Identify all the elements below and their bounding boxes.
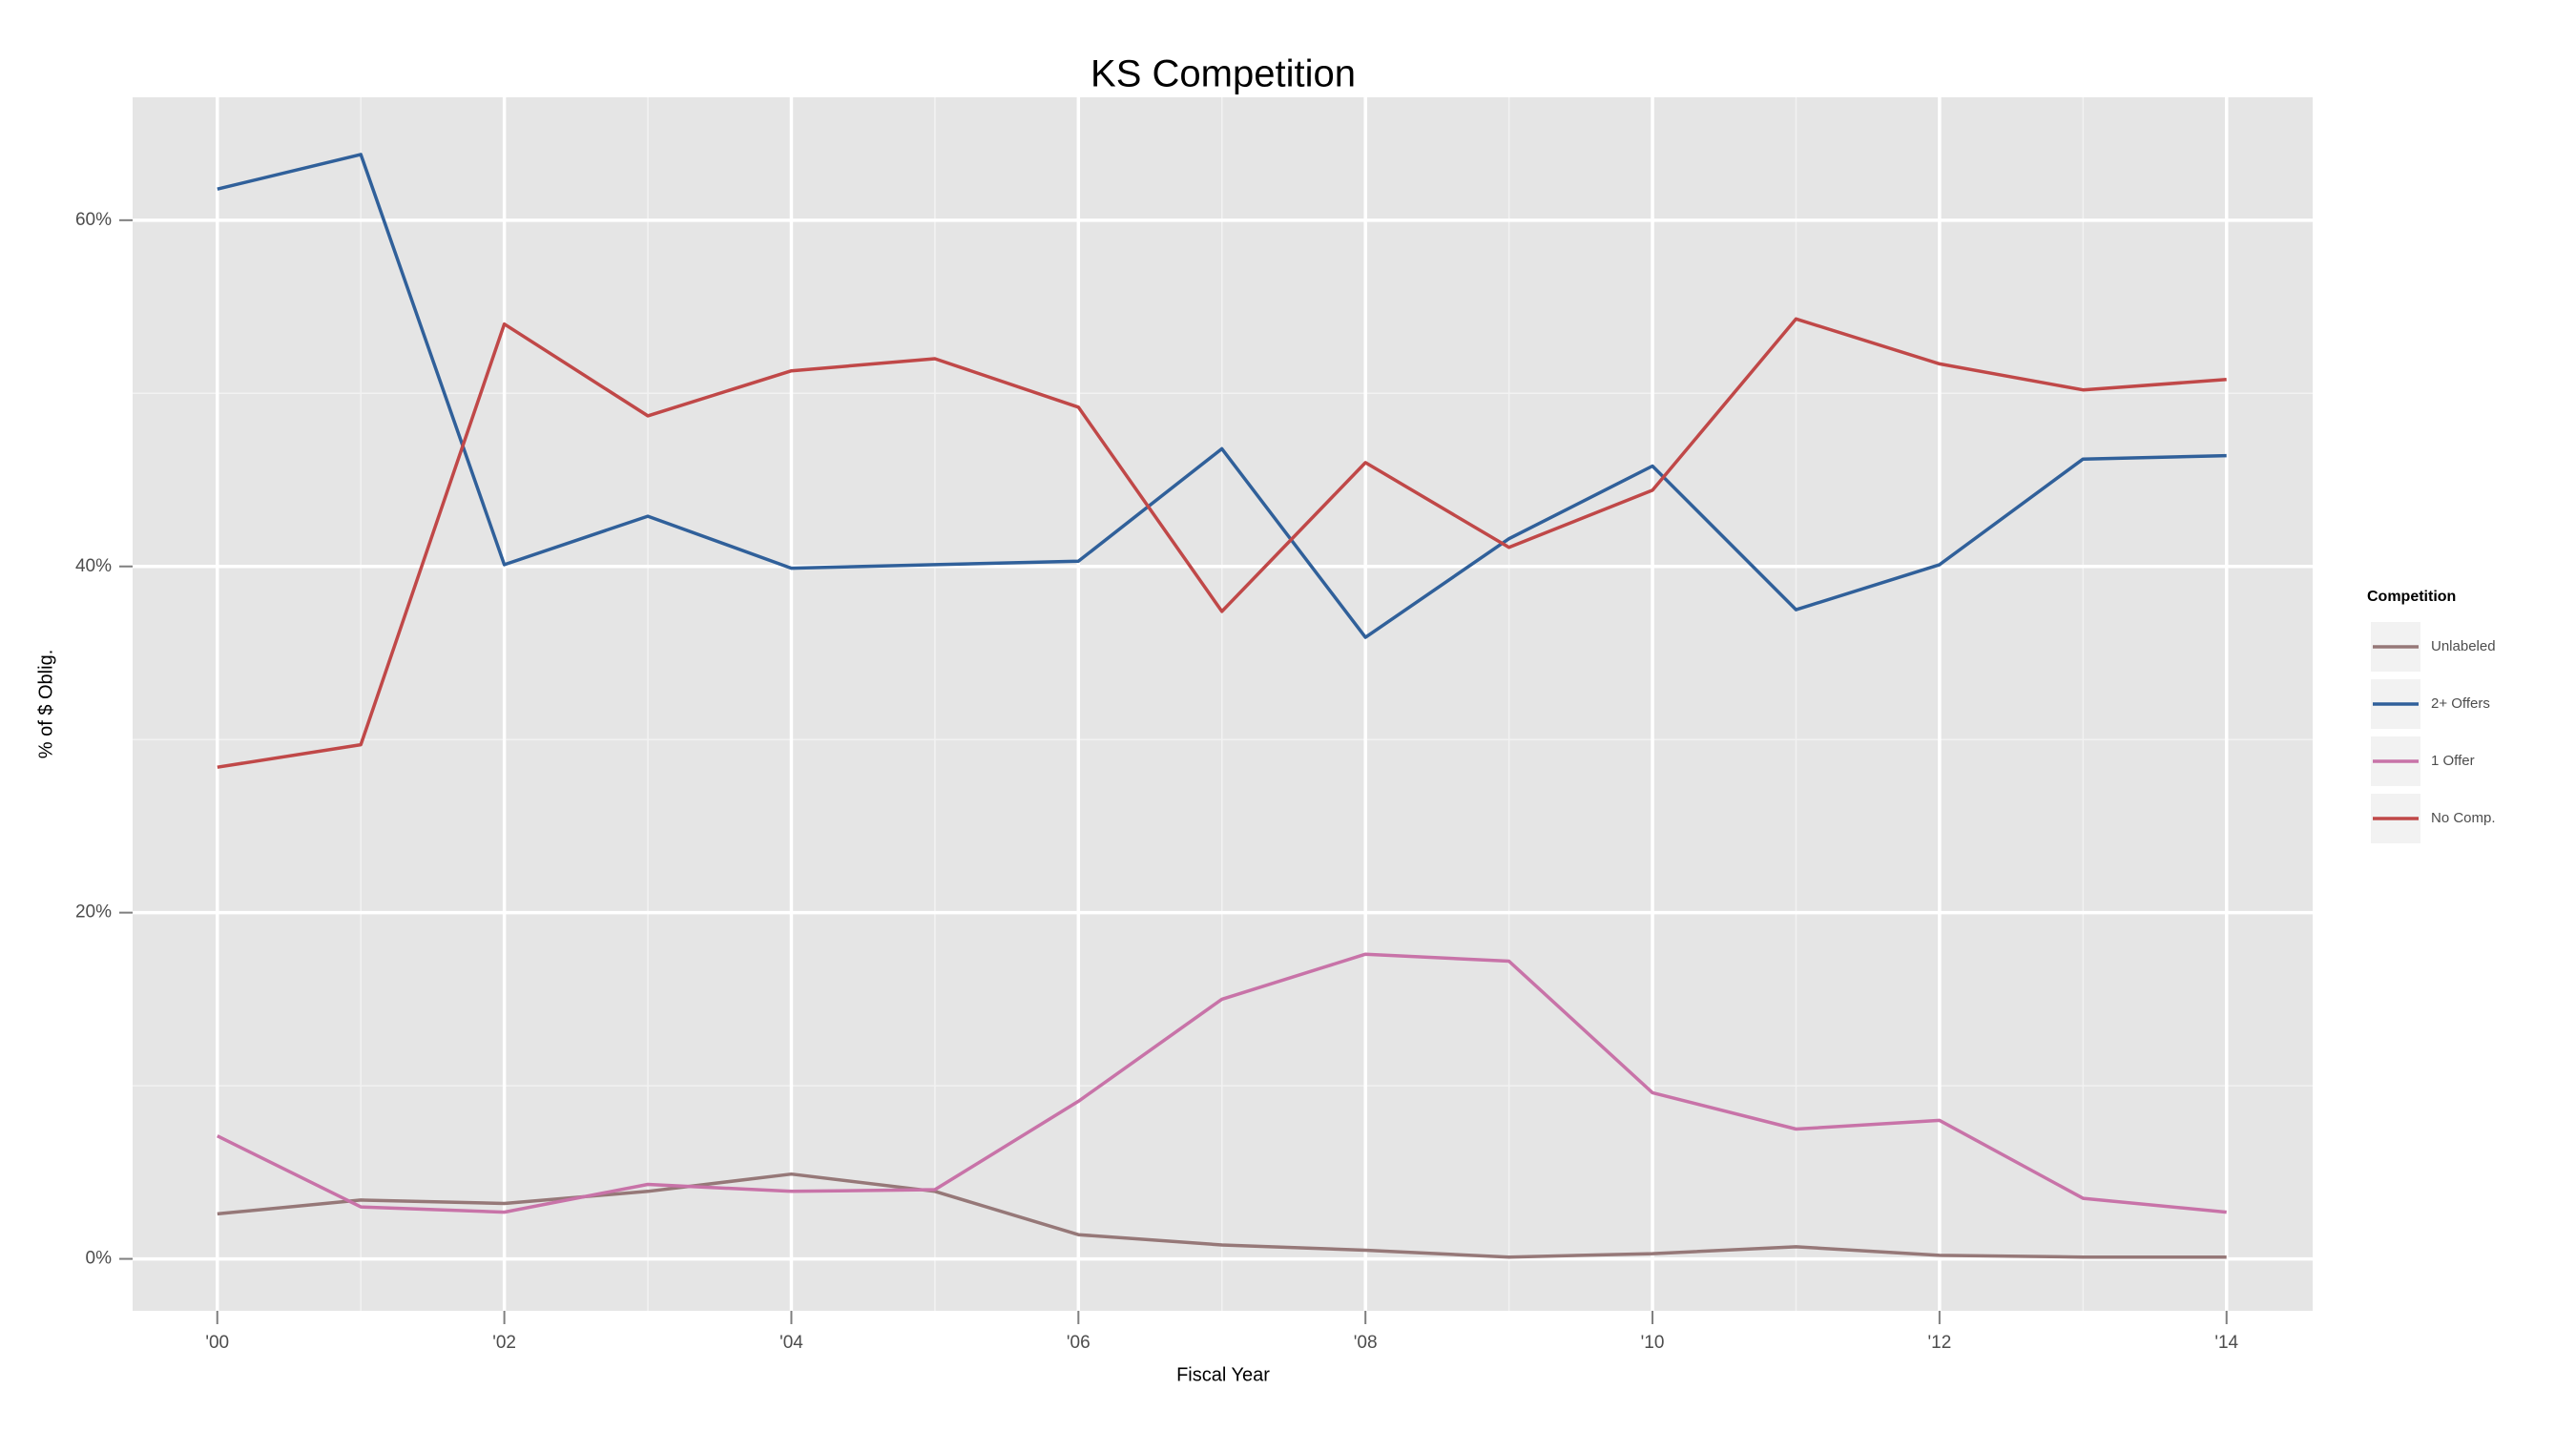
x-tick-label: '04 <box>779 1333 803 1353</box>
y-tick-label: 0% <box>86 1249 113 1269</box>
series-line <box>217 952 2227 1214</box>
y-tick-label: 40% <box>75 556 112 576</box>
x-tick-label: '06 <box>1067 1333 1091 1353</box>
x-tick-label: '10 <box>1641 1333 1665 1353</box>
legend-label: 2+ Offers <box>2431 695 2490 712</box>
series-line <box>217 317 2227 769</box>
plot-panel <box>133 97 2313 1311</box>
x-tick-label: '12 <box>1928 1333 1952 1353</box>
series-line <box>217 1172 2227 1259</box>
y-tick-label: 60% <box>75 210 112 230</box>
series-line <box>217 153 2227 639</box>
chart-title: KS Competition <box>1091 53 1356 95</box>
x-tick-label: '08 <box>1354 1333 1378 1353</box>
y-tick-label: 20% <box>75 902 112 923</box>
x-tick-label: '14 <box>2214 1333 2238 1353</box>
y-axis-title: % of $ Oblig. <box>35 650 56 759</box>
legend-label: 1 Offer <box>2431 753 2475 769</box>
x-tick-label: '00 <box>205 1333 229 1353</box>
legend-label: No Comp. <box>2431 810 2496 826</box>
x-axis-title: Fiscal Year <box>1176 1364 1270 1385</box>
x-tick-label: '02 <box>492 1333 516 1353</box>
legend-title: Competition <box>2367 589 2456 605</box>
legend-label: Unlabeled <box>2431 638 2496 654</box>
